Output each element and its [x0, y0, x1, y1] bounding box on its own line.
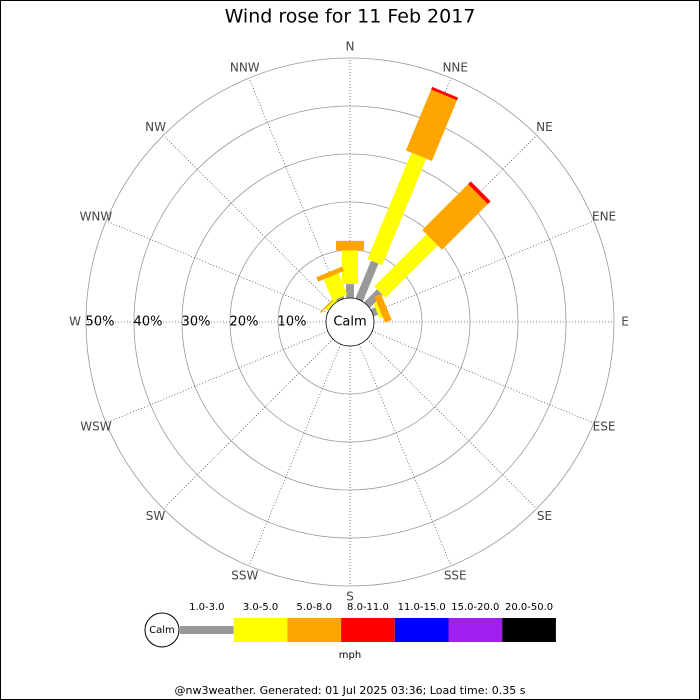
direction-label: S: [346, 590, 354, 604]
direction-label: ENE: [592, 209, 616, 223]
bar-segment: [323, 273, 348, 301]
direction-bars: [364, 181, 491, 308]
legend-swatch: [287, 618, 342, 642]
legend-swatch: [233, 618, 288, 642]
ring-label: 20%: [230, 315, 259, 330]
unit-label: mph: [339, 650, 361, 661]
chart-title: Wind rose for 11 Feb 2017: [225, 6, 476, 28]
bar-segment: [355, 260, 379, 302]
bar-segment: [364, 289, 383, 308]
direction-bars: [355, 86, 459, 302]
spoke: [372, 220, 595, 314]
legend-calm: [144, 612, 180, 648]
direction-label: W: [69, 315, 81, 329]
legend-label: 15.0-20.0: [451, 602, 499, 613]
bar-segment: [373, 302, 383, 319]
spoke: [163, 135, 334, 306]
ring-label: 50%: [86, 315, 115, 330]
direction-label: SE: [537, 509, 552, 523]
ring-label: 40%: [134, 315, 163, 330]
legend-label: 5.0-8.0: [297, 602, 332, 613]
direction-label: SW: [146, 509, 166, 523]
direction-label: WNW: [80, 209, 113, 223]
spoke: [366, 338, 537, 509]
spoke: [105, 330, 328, 424]
bar-segment: [422, 184, 488, 250]
legend-swatch: [502, 618, 556, 642]
bar-segment: [325, 297, 339, 311]
bar-segment: [316, 266, 345, 282]
ring: [85, 57, 615, 587]
bar-segment: [370, 307, 379, 317]
spoke: [105, 220, 328, 314]
spoke: [372, 330, 595, 424]
direction-label: N: [346, 40, 355, 54]
bar-segment: [468, 181, 491, 204]
legend-label: 3.0-5.0: [243, 602, 278, 613]
bar-segment: [431, 86, 459, 101]
ring-label: 30%: [182, 315, 211, 330]
direction-label: NE: [536, 120, 553, 134]
direction-label: SSW: [231, 569, 258, 583]
calm-circle: [325, 297, 375, 347]
spoke: [358, 344, 452, 567]
legend-label: 11.0-15.0: [398, 602, 446, 613]
bar-segment: [336, 240, 364, 251]
legend-calm-label: Calm: [149, 625, 175, 636]
direction-label: NNW: [230, 60, 260, 74]
spoke: [163, 338, 334, 509]
bar-segment: [346, 284, 354, 298]
bar-segment: [336, 296, 345, 302]
direction-label: WSW: [80, 420, 111, 434]
footer: @nw3weather. Generated: 01 Jul 2025 03:3…: [175, 684, 526, 697]
spoke: [248, 344, 342, 567]
legend-swatch: [394, 618, 449, 642]
legend-label: 8.0-11.0: [347, 602, 389, 613]
bar-segment: [367, 152, 427, 266]
direction-label: E: [621, 315, 629, 329]
direction-bars: [316, 266, 348, 302]
bar-segment: [374, 234, 438, 298]
legend-label: 1.0-3.0: [189, 602, 224, 613]
direction-label: ESE: [593, 420, 616, 434]
legend-label: 20.0-50.0: [505, 602, 553, 613]
legend-swatch: [180, 626, 234, 634]
direction-label: NW: [145, 120, 166, 134]
calm-label: Calm: [333, 315, 366, 330]
ring-label: 10%: [278, 315, 307, 330]
legend-swatch: [448, 618, 503, 642]
bar-segment: [405, 89, 457, 162]
bar-segment: [342, 250, 358, 285]
direction-label: NNE: [442, 60, 468, 74]
direction-bars: [336, 240, 364, 298]
bar-segment: [374, 294, 392, 323]
legend-swatch: [341, 618, 395, 642]
direction-bars: [370, 294, 392, 323]
spoke: [248, 77, 342, 300]
direction-label: SSE: [444, 569, 467, 583]
